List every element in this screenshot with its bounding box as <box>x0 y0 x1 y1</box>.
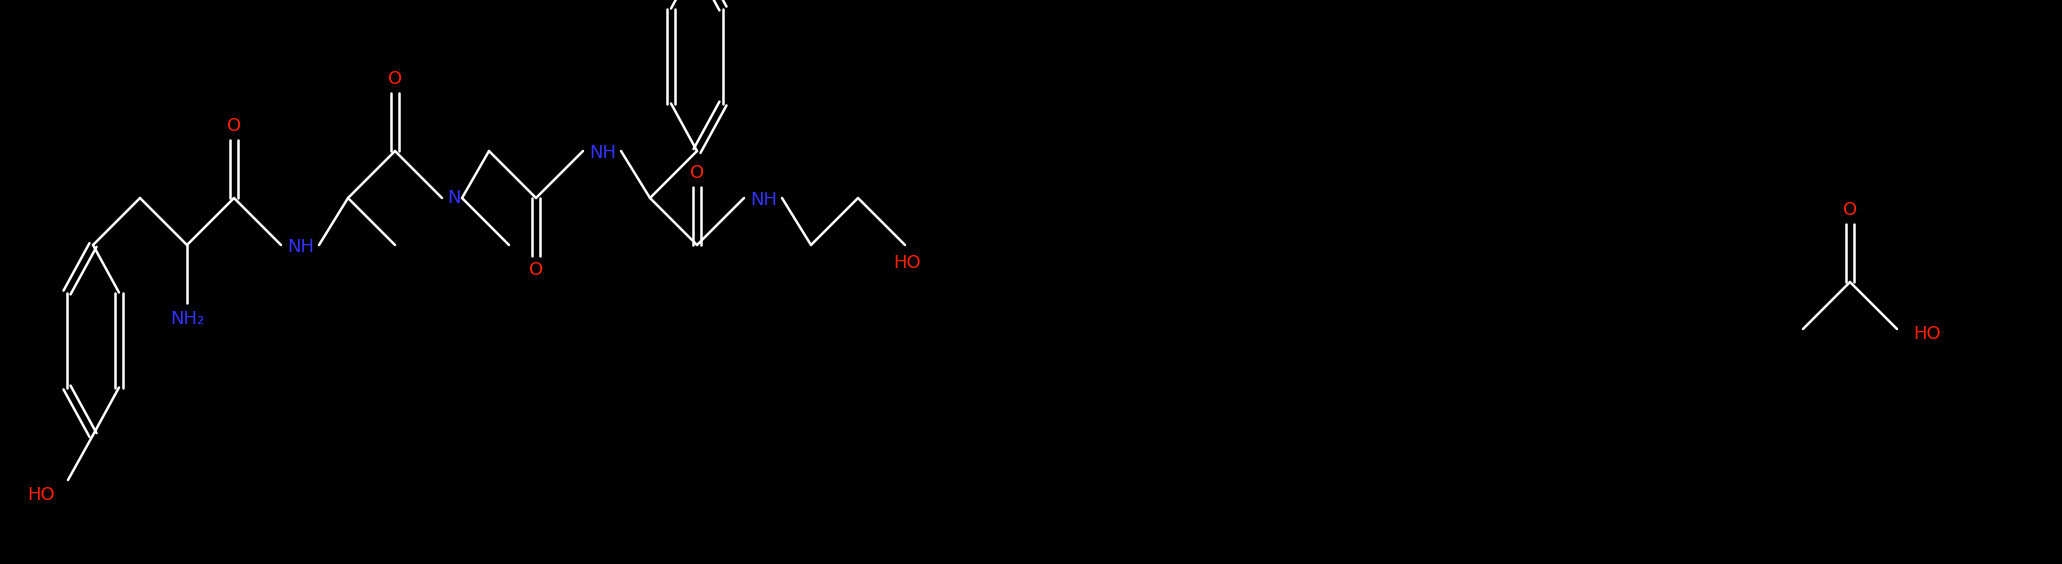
Text: O: O <box>530 261 542 279</box>
Text: HO: HO <box>27 486 56 504</box>
Text: N: N <box>447 189 460 207</box>
Text: O: O <box>227 117 241 135</box>
Text: NH₂: NH₂ <box>169 310 204 328</box>
Text: HO: HO <box>893 254 922 272</box>
Text: O: O <box>388 70 402 88</box>
Text: NH: NH <box>287 238 315 256</box>
Text: NH: NH <box>590 144 617 162</box>
Text: O: O <box>1843 201 1858 219</box>
Text: NH: NH <box>751 191 777 209</box>
Text: HO: HO <box>1914 325 1940 343</box>
Text: O: O <box>691 164 703 182</box>
